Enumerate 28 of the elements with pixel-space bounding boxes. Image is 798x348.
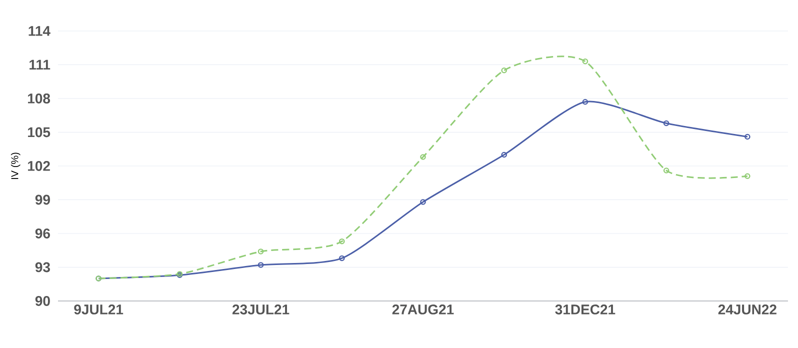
point xyxy=(744,173,750,180)
y-tick-label: 102 xyxy=(28,161,50,171)
x-tick-label: 24JUN22 xyxy=(718,304,776,314)
y-tick-label: 96 xyxy=(35,228,50,238)
x-tick-label: 31DEC21 xyxy=(555,304,616,314)
point xyxy=(663,120,670,126)
point xyxy=(663,168,670,174)
point xyxy=(338,255,345,262)
point xyxy=(338,238,345,244)
y-tick-label: 93 xyxy=(35,262,50,272)
point xyxy=(582,98,588,105)
y-tick-label: 111 xyxy=(30,60,50,70)
x-tick-label: 9JUL21 xyxy=(74,304,124,314)
point xyxy=(582,58,588,64)
point xyxy=(501,67,507,74)
y-tick-label: 108 xyxy=(28,94,50,104)
y-tick-label: 90 xyxy=(35,296,50,306)
point xyxy=(501,152,507,158)
y-tick-label: 105 xyxy=(28,127,50,138)
x-tick-label: 23JUL21 xyxy=(232,304,290,314)
point xyxy=(420,199,426,205)
point xyxy=(420,154,426,160)
point xyxy=(258,248,264,254)
y-tick-label: 114 xyxy=(28,26,50,36)
x-tick-label: 27AUG21 xyxy=(392,304,454,314)
point xyxy=(258,262,264,268)
y-tick-label: 99 xyxy=(35,194,50,205)
y-axis-title: IV (%) xyxy=(10,152,20,179)
